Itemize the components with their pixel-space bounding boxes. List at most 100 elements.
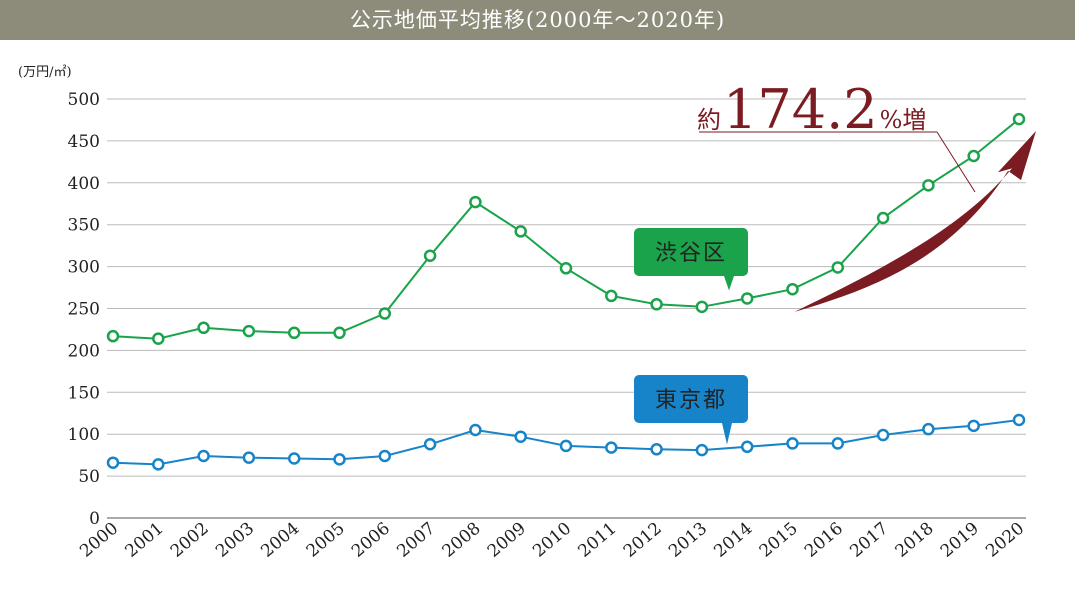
annotation-prefix: 約 (697, 106, 721, 134)
x-tick-label: 2007 (393, 519, 439, 562)
data-point-shibuya (967, 149, 980, 163)
data-point-shibuya (559, 262, 573, 275)
callout-shibuya: 渋谷区 (634, 228, 748, 291)
data-point-shibuya (242, 324, 256, 338)
data-point-tokyo (650, 443, 663, 456)
data-point-shibuya (786, 282, 799, 296)
y-tick-label: 150 (68, 383, 100, 403)
x-axis-ticks: 2000 2001 2002 2003 2004 2005 2006 2007 2008 2009… (76, 519, 1028, 562)
x-tick-label: 2011 (575, 519, 621, 562)
x-tick-label: 2014 (710, 519, 756, 562)
data-point-shibuya (650, 298, 663, 311)
y-tick-label: 300 (68, 258, 100, 278)
callout-tokyo: 東京都 (634, 375, 748, 445)
data-point-tokyo (287, 452, 301, 465)
annotation-leader-line (936, 131, 976, 193)
data-point-tokyo (378, 449, 392, 463)
data-point-shibuya (740, 292, 754, 305)
annotation-value: 174.2 (723, 78, 878, 141)
callout-label-tokyo: 東京都 (655, 388, 727, 413)
x-tick-label: 2003 (212, 519, 258, 562)
data-point-tokyo (333, 453, 346, 466)
svg-text:約174.2%増: 約174.2%増 (697, 78, 926, 141)
callout-label-shibuya: 渋谷区 (655, 241, 727, 266)
x-tick-label: 2006 (348, 519, 394, 562)
grid-lines (107, 98, 1026, 519)
series-tokyo (106, 413, 1026, 471)
series-line-shibuya (112, 118, 1020, 340)
data-point-shibuya (831, 261, 845, 274)
data-point-shibuya (469, 195, 482, 209)
data-point-shibuya (423, 249, 437, 262)
x-tick-label: 2009 (484, 519, 530, 562)
x-tick-label: 2004 (257, 519, 303, 562)
y-tick-label: 200 (68, 341, 100, 361)
y-tick-label: 400 (68, 174, 100, 194)
data-point-tokyo (922, 422, 935, 436)
x-tick-label: 2019 (937, 519, 983, 562)
data-point-shibuya (333, 326, 346, 340)
data-point-shibuya (152, 332, 165, 345)
data-point-tokyo (152, 458, 165, 471)
x-tick-label: 2015 (756, 519, 802, 562)
data-point-shibuya (197, 321, 210, 335)
x-tick-label: 2016 (801, 519, 847, 562)
data-point-shibuya (922, 179, 935, 192)
x-tick-label: 2018 (892, 519, 938, 562)
x-tick-label: 2012 (620, 519, 666, 562)
x-tick-label: 2013 (665, 519, 711, 562)
data-point-tokyo (740, 440, 754, 454)
y-axis-ticks: 0 50 100 150 200 250 300 350 400 450 500 (68, 90, 100, 529)
x-tick-label: 2010 (529, 519, 575, 562)
y-tick-label: 350 (68, 216, 100, 236)
data-point-shibuya (605, 289, 618, 303)
callout-pointer-tokyo (722, 423, 732, 445)
x-tick-label: 2017 (846, 519, 892, 562)
y-tick-label: 250 (68, 300, 100, 320)
data-point-tokyo (559, 439, 573, 453)
increase-annotation: 約174.2%増 (697, 78, 976, 193)
x-tick-label: 2001 (122, 519, 168, 562)
y-tick-label: 0 (89, 509, 100, 529)
data-point-shibuya (1012, 112, 1026, 126)
data-point-tokyo (831, 437, 845, 450)
data-point-tokyo (197, 449, 210, 463)
series-lines (106, 112, 1026, 471)
y-tick-label: 500 (68, 90, 100, 110)
y-tick-label: 50 (78, 467, 100, 487)
callout-pointer-shibuya (724, 276, 734, 291)
callout-box-tokyo (634, 375, 748, 423)
y-tick-label: 100 (68, 425, 100, 445)
data-point-shibuya (876, 211, 890, 225)
data-point-tokyo (1012, 413, 1026, 427)
data-point-shibuya (695, 300, 709, 314)
data-point-tokyo (695, 443, 709, 457)
increase-arrow (794, 131, 1036, 312)
y-axis-label: (万円/㎡) (18, 65, 72, 80)
line-chart: (万円/㎡) 0 50 100 150 200 250 300 350 400 450 500 20… (18, 65, 1036, 562)
increase-arrow-shape (794, 131, 1036, 312)
callout-box-shibuya (634, 228, 748, 276)
x-tick-label: 2020 (982, 519, 1028, 562)
data-point-tokyo (876, 428, 890, 442)
data-point-tokyo (423, 438, 437, 451)
data-point-tokyo (786, 437, 799, 450)
data-point-tokyo (514, 430, 527, 443)
data-point-tokyo (106, 456, 120, 469)
annotation-suffix: %増 (880, 106, 927, 134)
x-tick-label: 2008 (439, 519, 485, 562)
x-tick-label: 2002 (167, 519, 213, 562)
data-point-tokyo (469, 423, 482, 437)
data-point-tokyo (967, 419, 980, 433)
x-tick-label: 2005 (303, 519, 349, 562)
data-point-shibuya (514, 225, 527, 238)
chart-title: 公示地価平均推移(2000年〜2020年) (349, 8, 726, 32)
series-shibuya (106, 112, 1026, 345)
y-tick-label: 450 (68, 132, 100, 152)
data-point-shibuya (378, 307, 392, 320)
data-point-shibuya (106, 329, 120, 343)
chart-header: 公示地価平均推移(2000年〜2020年) (0, 0, 1075, 40)
data-point-shibuya (287, 326, 301, 340)
data-point-tokyo (605, 441, 618, 454)
